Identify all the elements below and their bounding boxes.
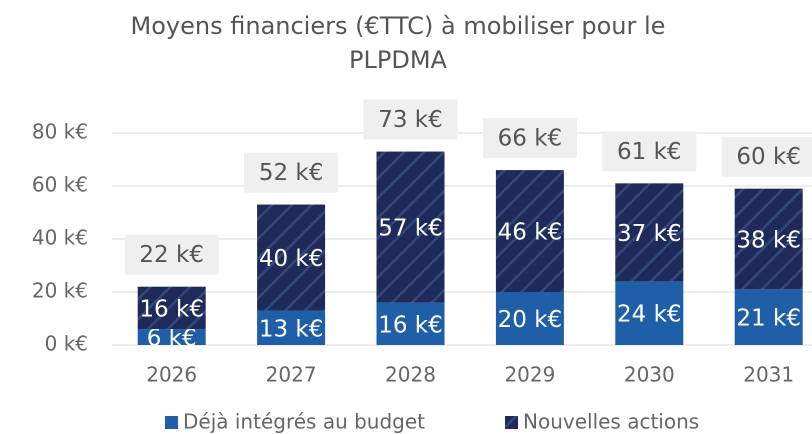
value-label: 16 k€: [378, 312, 443, 338]
value-label: 13 k€: [259, 316, 324, 342]
chart-title: Moyens financiers (€TTC) à mobiliser pou…: [131, 12, 666, 40]
x-tick-label: 2029: [504, 363, 555, 387]
legend-label: Nouvelles actions: [523, 410, 699, 434]
chart-title: PLPDMA: [349, 46, 448, 74]
total-label: 22 k€: [139, 242, 204, 268]
total-label: 60 k€: [736, 144, 801, 170]
total-label: 73 k€: [378, 107, 443, 133]
y-tick-label: 20 k€: [32, 279, 88, 303]
value-label: 16 k€: [139, 296, 204, 322]
value-label: 40 k€: [259, 246, 324, 272]
total-label-box: [602, 131, 697, 172]
value-label: 20 k€: [498, 307, 563, 333]
value-label: 24 k€: [617, 302, 682, 328]
total-label-box: [244, 152, 339, 193]
bar-segment: [257, 204, 326, 311]
bar-segment: [137, 329, 206, 345]
bar-segment: [376, 302, 445, 345]
bar-segment: [137, 286, 206, 330]
total-label-box: [482, 118, 577, 159]
total-label-box: [363, 99, 458, 140]
value-label: 6 k€: [147, 326, 197, 352]
total-label-box: [124, 234, 219, 275]
x-tick-label: 2031: [743, 363, 794, 387]
bar-segment: [615, 183, 684, 282]
total-label: 66 k€: [498, 126, 563, 152]
bar-segment: [495, 170, 564, 292]
value-label: 38 k€: [736, 228, 801, 254]
bar-segment: [734, 289, 803, 345]
x-tick-label: 2027: [266, 363, 317, 387]
bar-segment: [376, 151, 445, 303]
y-tick-label: 80 k€: [32, 120, 88, 144]
legend-label: Déjà intégrés au budget: [183, 410, 425, 434]
bar-segment: [495, 292, 564, 345]
y-tick-label: 40 k€: [32, 226, 88, 250]
total-label: 52 k€: [259, 160, 324, 186]
x-tick-label: 2026: [146, 363, 197, 387]
total-label-box: [721, 136, 812, 177]
value-label: 37 k€: [617, 221, 682, 247]
value-label: 57 k€: [378, 216, 443, 242]
x-tick-label: 2028: [385, 363, 436, 387]
bar-segment: [734, 188, 803, 290]
value-label: 46 k€: [498, 220, 563, 246]
bar-segment: [257, 310, 326, 345]
value-label: 21 k€: [736, 306, 801, 332]
x-tick-label: 2030: [624, 363, 675, 387]
total-label: 61 k€: [617, 139, 682, 165]
bar-segment: [615, 281, 684, 345]
y-tick-label: 60 k€: [32, 173, 88, 197]
legend-swatch: [505, 416, 518, 429]
y-tick-label: 0 k€: [45, 332, 88, 356]
legend-swatch: [165, 416, 178, 429]
